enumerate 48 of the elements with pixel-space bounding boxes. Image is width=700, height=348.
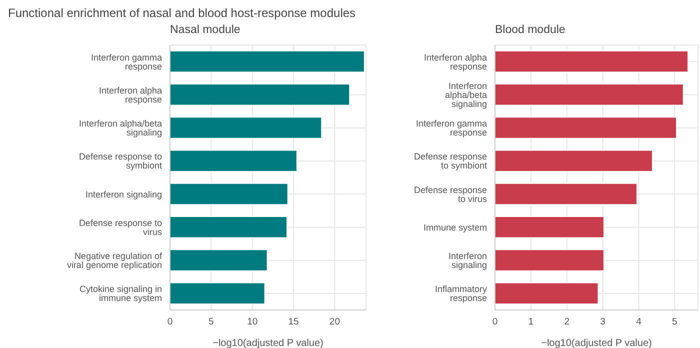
- bar: [495, 183, 638, 205]
- bar: [170, 249, 268, 272]
- x-axis-title: −log10(adjusted P value): [541, 338, 652, 348]
- y-tick-label: Interferon signaling: [85, 189, 162, 200]
- bar: [170, 84, 350, 106]
- bar: [495, 50, 688, 72]
- x-tick-label: 1: [528, 316, 534, 328]
- x-tick-label: 5: [208, 316, 214, 328]
- bar: [170, 116, 322, 139]
- y-tick-label: Cytokine signaling in immune system: [79, 284, 162, 304]
- y-tick-label: Interferon signaling: [448, 251, 487, 270]
- x-tick-label: 20: [329, 316, 340, 328]
- x-tick-label: 0: [492, 316, 498, 328]
- x-tick-label: 4: [636, 316, 642, 328]
- bar: [170, 183, 288, 205]
- y-tick-label: Defense response to virus: [414, 184, 488, 204]
- bar: [170, 50, 365, 72]
- bar: [495, 150, 653, 172]
- y-tick-label: Inflammatory response: [434, 284, 488, 304]
- chart-subtitle: Nasal module: [170, 24, 240, 36]
- bar: [495, 84, 684, 106]
- y-tick-label: Defense response to symbiont: [414, 152, 488, 171]
- y-tick-label: Defense response to virus: [78, 218, 162, 237]
- x-axis-title: −log10(adjusted P value): [212, 338, 324, 348]
- y-tick-label: Interferon gamma response: [90, 52, 162, 72]
- x-tick-label: 3: [600, 316, 606, 328]
- x-tick-label: 5: [672, 316, 678, 328]
- x-tick-label: 2: [564, 316, 570, 328]
- y-tick-label: Interferon gamma response: [416, 118, 487, 138]
- bar: [170, 216, 288, 238]
- y-tick-label: Interferon alpha response: [424, 52, 487, 72]
- x-tick-label: 10: [247, 316, 258, 328]
- y-tick-label: Interferon alpha/beta signaling: [78, 118, 162, 138]
- bar: [170, 150, 298, 172]
- bar: [495, 116, 677, 139]
- x-tick-label: 15: [288, 316, 299, 328]
- y-tick-label: Defense response to symbiont: [78, 152, 162, 171]
- chart-title: Blood module: [495, 24, 566, 36]
- bar: [495, 216, 604, 238]
- y-tick-label: Immune system: [423, 222, 487, 232]
- y-tick-label: Interferon alpha response: [98, 85, 162, 104]
- y-tick-label: Interferon alpha/beta signaling: [444, 80, 487, 109]
- bar: [495, 249, 604, 272]
- x-tick-label: 0: [167, 316, 173, 328]
- y-tick-label: Negative regulation of viral genome replication: [66, 251, 162, 270]
- chart-title: Functional enrichment of nasal and blood host-response modules: [8, 6, 356, 20]
- bar: [170, 282, 266, 304]
- bar: [495, 282, 599, 304]
